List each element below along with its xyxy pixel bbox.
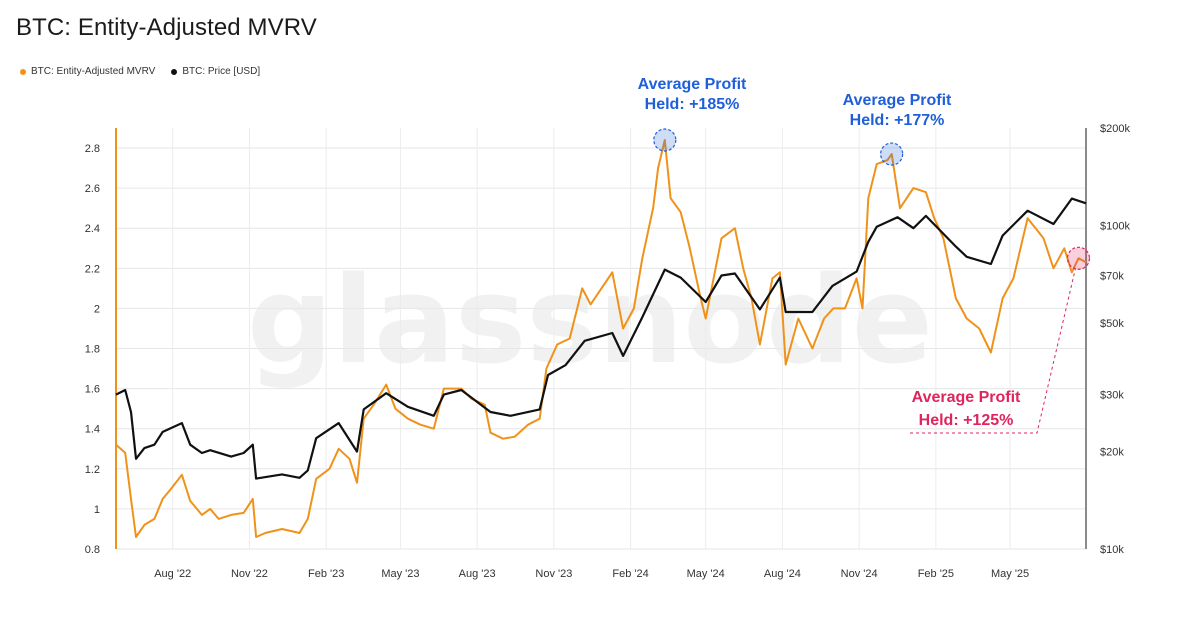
legend: BTC: Entity-Adjusted MVRV BTC: Price [US…	[20, 66, 260, 77]
watermark: glassnode	[247, 252, 933, 391]
y-right-tick-label: $100k	[1100, 220, 1130, 232]
y-left-tick-label: 2	[94, 303, 100, 315]
annotation-label-line1: Average Profit	[843, 92, 952, 109]
legend-dot-mvrv	[20, 68, 26, 75]
legend-label-mvrv: BTC: Entity-Adjusted MVRV	[31, 66, 156, 77]
y-right-tick-label: $20k	[1100, 447, 1124, 459]
y-left-tick-label: 1.8	[85, 344, 100, 356]
y-right-tick-label: $10k	[1100, 544, 1124, 556]
y-right-tick-label: $70k	[1100, 271, 1124, 283]
y-left-tick-label: 1.4	[85, 424, 100, 436]
x-tick-label: Aug '24	[764, 568, 801, 580]
series-line-mvrv	[115, 139, 1087, 538]
legend-item-price[interactable]: BTC: Price [USD]	[171, 66, 260, 77]
series-line-price	[115, 197, 1087, 480]
y-left-tick-label: 1	[94, 504, 100, 516]
y-left-tick-label: 2.6	[85, 183, 100, 195]
annotation-label-line1: Average Profit	[912, 389, 1021, 406]
x-tick-label: Feb '25	[918, 568, 954, 580]
x-tick-label: Feb '23	[308, 568, 344, 580]
y-right-tick-label: $30k	[1100, 390, 1124, 402]
series-layer	[115, 139, 1087, 538]
annotation-label-line2: Held: +185%	[645, 96, 740, 113]
x-tick-label: Aug '22	[154, 568, 191, 580]
x-tick-label: May '23	[381, 568, 419, 580]
y-left-tick-label: 1.6	[85, 384, 100, 396]
annotation-label-line2: Held: +177%	[850, 112, 945, 129]
y-left-tick-label: 2.8	[85, 143, 100, 155]
y-right-tick-label: $200k	[1100, 123, 1130, 135]
x-tick-label: May '24	[687, 568, 725, 580]
axes: 0.8 1 1.2 1.4 1.6 1.8 2 2.2 2.4 2.6 2.8 Aug '22 Nov …	[85, 123, 1131, 580]
annotation-leader-line	[910, 268, 1076, 434]
x-tick-label: Nov '24	[841, 568, 878, 580]
annotation-label-line2: Held: +125%	[919, 412, 1014, 429]
y-left-tick-label: 2.4	[85, 223, 100, 235]
annotation-label-line1: Average Profit	[638, 76, 747, 93]
annotation-marker	[1066, 246, 1091, 270]
x-tick-label: Aug '23	[459, 568, 496, 580]
chart-title: BTC: Entity-Adjusted MVRV	[16, 14, 317, 41]
x-tick-label: May '25	[991, 568, 1029, 580]
x-tick-label: Nov '23	[535, 568, 572, 580]
legend-dot-price	[171, 68, 178, 75]
annotations-layer: Average Profit Held: +185% Average Profit H…	[638, 76, 1091, 434]
y-left-tick-label: 0.8	[85, 544, 100, 556]
annotation-marker	[880, 142, 904, 166]
x-tick-label: Feb '24	[612, 568, 648, 580]
legend-label-price: BTC: Price [USD]	[182, 66, 261, 77]
y-left-tick-label: 1.2	[85, 464, 100, 476]
legend-item-mvrv[interactable]: BTC: Entity-Adjusted MVRV	[20, 66, 155, 77]
y-right-tick-label: $50k	[1100, 318, 1124, 330]
grid	[116, 128, 1086, 550]
annotation-marker	[653, 128, 677, 152]
y-left-tick-label: 2.2	[85, 263, 100, 275]
x-tick-label: Nov '22	[231, 568, 268, 580]
